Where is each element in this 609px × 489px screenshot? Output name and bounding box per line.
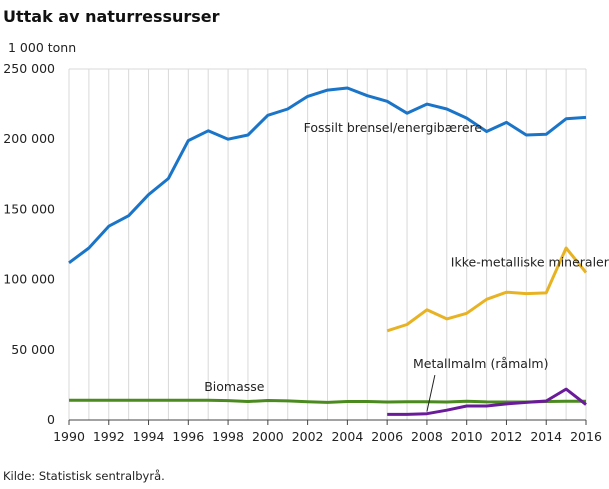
y-axis-unit-label: 1 000 tonn [8, 40, 77, 55]
y-tick-label: 150 000 [3, 201, 55, 216]
y-tick-label: 250 000 [3, 61, 55, 76]
series-line-metallmalm-ramalm [387, 387, 587, 416]
x-axis-ticks: 1990 1992 1994 1996 1998 2000 2002 2004 2006 2008… [53, 420, 602, 444]
series-labels: Fossilt brensel/energibærere Ikke-metalli… [204, 120, 609, 412]
x-tick-label: 2010 [451, 429, 483, 444]
x-tick-label: 1994 [133, 429, 165, 444]
series-label-ikke-metalliske-mineraler: Ikke-metalliske mineraler [451, 254, 609, 269]
series-label-biomasse: Biomasse [204, 379, 265, 394]
annotation-pointer-metallmalm-ramalm [426, 374, 436, 412]
x-tick-label: 1996 [172, 429, 204, 444]
x-tick-label: 1992 [93, 429, 125, 444]
series-lines [68, 86, 588, 416]
series-label-fossilt-brensel-energib-rere: Fossilt brensel/energibærere [304, 120, 483, 135]
gridlines [68, 68, 587, 420]
x-tick-label: 2006 [371, 429, 403, 444]
series-line-biomasse [69, 398, 586, 404]
series-line-ikke-metalliske-mineraler [386, 246, 588, 333]
y-axis-ticks: 0 50 000 100 000 150 000 200 000 250 000 [3, 61, 55, 427]
x-tick-label: 1990 [53, 429, 85, 444]
series-label-metallmalm-ramalm: Metallmalm (råmalm) [413, 356, 548, 371]
series-line-fossilt-brensel-energib-rere [68, 86, 587, 265]
x-tick-label: 2002 [292, 429, 324, 444]
y-tick-label: 50 000 [11, 342, 55, 357]
x-tick-label: 2008 [411, 429, 443, 444]
x-tick-label: 1998 [212, 429, 244, 444]
x-tick-label: 2012 [491, 429, 523, 444]
x-tick-label: 2016 [570, 429, 602, 444]
y-tick-label: 100 000 [3, 272, 55, 287]
y-tick-label: 200 000 [3, 131, 55, 146]
x-tick-label: 2004 [331, 429, 363, 444]
chart-title: Uttak av naturressurser [3, 7, 220, 26]
source-note: Kilde: Statistisk sentralbyrå. [3, 469, 165, 483]
y-tick-label: 0 [47, 412, 55, 427]
x-tick-label: 2014 [530, 429, 562, 444]
x-tick-label: 2000 [252, 429, 284, 444]
